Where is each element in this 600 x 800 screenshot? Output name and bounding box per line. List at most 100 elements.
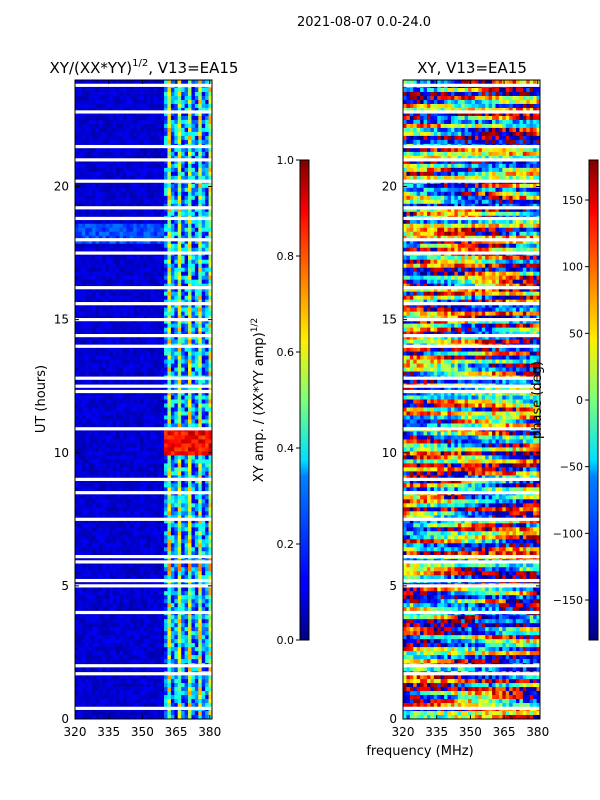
- heatmap-cell: [201, 511, 206, 516]
- heatmap-cell: [160, 487, 165, 492]
- heatmap-cell: [201, 163, 206, 169]
- heatmap-cell: [188, 231, 192, 237]
- heatmap-cell: [136, 435, 141, 440]
- heatmap-cell: [112, 275, 117, 281]
- heatmap-cell: [208, 419, 213, 424]
- heatmap-cell: [157, 299, 162, 305]
- heatmap-cell: [157, 475, 162, 480]
- heatmap-cell: [164, 239, 168, 245]
- heatmap-cell: [188, 547, 192, 552]
- heatmap-cell: [78, 415, 83, 420]
- heatmap-cell: [140, 243, 144, 249]
- heatmap-cell: [75, 347, 79, 352]
- heatmap-cell: [191, 119, 196, 125]
- heatmap-cell: [140, 451, 144, 456]
- heatmap-cell: [105, 211, 110, 217]
- heatmap-cell: [201, 423, 206, 428]
- heatmap-cell: [85, 515, 90, 520]
- heatmap-cell: [119, 471, 124, 476]
- heatmap-cell: [140, 551, 144, 556]
- heatmap-cell: [205, 535, 209, 540]
- heatmap-cell: [136, 359, 141, 364]
- heatmap-cell: [174, 535, 179, 540]
- heatmap-cell: [136, 99, 141, 105]
- heatmap-cell: [167, 119, 172, 125]
- heatmap-cell: [88, 399, 93, 404]
- heatmap-cell: [105, 139, 110, 145]
- heatmap-cell: [122, 307, 127, 313]
- heatmap-cell: [184, 247, 189, 253]
- heatmap-cell: [133, 231, 138, 237]
- heatmap-cell: [177, 99, 182, 105]
- heatmap-cell: [170, 119, 175, 125]
- heatmap-cell: [157, 123, 162, 129]
- heatmap-cell: [146, 227, 151, 233]
- heatmap-cell: [181, 551, 185, 556]
- heatmap-cell: [126, 315, 131, 321]
- heatmap-cell: [170, 359, 175, 364]
- heatmap-cell: [184, 111, 189, 117]
- heatmap-cell: [146, 255, 151, 261]
- heatmap-cell: [153, 219, 158, 225]
- heatmap-cell: [208, 523, 213, 528]
- heatmap-cell: [160, 467, 165, 472]
- heatmap-cell: [75, 147, 79, 153]
- heatmap-cell: [188, 239, 192, 245]
- heatmap-cell: [126, 127, 131, 133]
- heatmap-cell: [85, 303, 90, 309]
- heatmap-cell: [150, 371, 155, 376]
- heatmap-cell: [95, 403, 100, 408]
- heatmap-cell: [85, 415, 90, 420]
- heatmap-cell: [167, 331, 172, 336]
- heatmap-cell: [170, 175, 175, 181]
- heatmap-cell: [198, 419, 203, 424]
- heatmap-cell: [157, 519, 162, 524]
- heatmap-cell: [95, 155, 100, 161]
- heatmap-cell: [88, 219, 93, 225]
- heatmap-cell: [146, 283, 151, 289]
- heatmap-cell: [208, 155, 213, 161]
- heatmap-cell: [119, 127, 124, 133]
- heatmap-cell: [157, 103, 162, 109]
- heatmap-cell: [184, 527, 189, 532]
- heatmap-cell: [198, 311, 203, 317]
- heatmap-cell: [122, 80, 127, 85]
- heatmap-cell: [129, 443, 134, 448]
- heatmap-cell: [112, 295, 117, 301]
- heatmap-cell: [126, 87, 131, 93]
- heatmap-cell: [136, 123, 141, 129]
- heatmap-cell: [119, 419, 124, 424]
- heatmap-cell: [81, 335, 86, 340]
- heatmap-cell: [75, 523, 79, 528]
- heatmap-cell: [150, 247, 155, 253]
- heatmap-cell: [95, 267, 100, 273]
- heatmap-cell: [188, 315, 192, 321]
- heatmap-cell: [122, 243, 127, 249]
- heatmap-cell: [181, 175, 185, 181]
- heatmap-cell: [92, 387, 96, 392]
- heatmap-cell: [198, 239, 203, 245]
- heatmap-cell: [146, 271, 151, 277]
- heatmap-cell: [112, 91, 117, 97]
- heatmap-cell: [146, 355, 151, 360]
- heatmap-cell: [164, 115, 168, 121]
- heatmap-cell: [143, 231, 148, 237]
- heatmap-cell: [140, 483, 144, 488]
- heatmap-cell: [102, 139, 107, 145]
- heatmap-cell: [160, 431, 165, 436]
- heatmap-cell: [78, 551, 83, 556]
- heatmap-cell: [116, 115, 120, 121]
- heatmap-cell: [116, 475, 120, 480]
- heatmap-cell: [122, 347, 127, 352]
- amplitude-panel: XY/(XX*YY)1/2, V13=EA15 320 335 350 365 380 …: [34, 58, 238, 739]
- heatmap-cell: [88, 571, 93, 576]
- heatmap-cell: [129, 291, 134, 297]
- heatmap-cell: [98, 395, 103, 400]
- heatmap-cell: [170, 347, 175, 352]
- heatmap-cell: [129, 163, 134, 169]
- heatmap-cell: [78, 475, 83, 480]
- heatmap-cell: [129, 407, 134, 412]
- heatmap-cell: [88, 135, 93, 141]
- heatmap-cell: [133, 211, 138, 217]
- heatmap-cell: [136, 323, 141, 329]
